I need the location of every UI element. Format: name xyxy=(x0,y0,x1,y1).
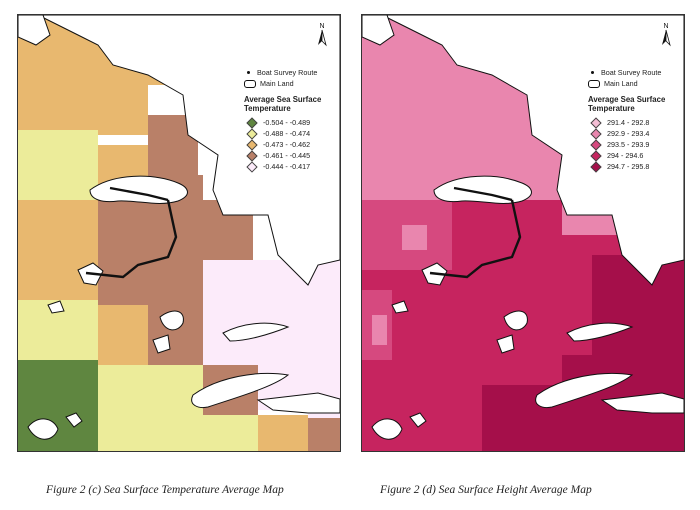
class-swatch xyxy=(590,149,602,162)
ssh-map-panel: N Boat Survey Route Main Land Average Se… xyxy=(361,14,685,452)
svg-text:N: N xyxy=(319,23,324,30)
land-shapes xyxy=(18,15,340,440)
legend-main-land: Main Land xyxy=(588,78,684,89)
class-swatch xyxy=(246,149,258,162)
survey-route-icon xyxy=(247,71,250,74)
class-swatch xyxy=(590,138,602,151)
land-shapes xyxy=(362,15,684,440)
north-arrow-icon: N xyxy=(318,23,327,47)
ssh-map xyxy=(362,15,684,451)
legend-classes: -0.504 - -0.489 -0.488 - -0.474 -0.473 -… xyxy=(244,116,340,173)
legend-survey-route: Boat Survey Route xyxy=(588,67,684,78)
legend-main-land: Main Land xyxy=(244,78,340,89)
legend-class: -0.504 - -0.489 xyxy=(244,116,340,129)
legend-class: -0.461 - -0.445 xyxy=(244,149,340,162)
class-swatch xyxy=(590,160,602,173)
sst-map xyxy=(18,15,340,451)
sst-map-panel: N Boat Survey Route Main Land Average Se… xyxy=(17,14,341,452)
legend-class: 294.7 - 295.8 xyxy=(588,160,684,173)
legend: Boat Survey Route Main Land Average Sea … xyxy=(244,67,340,173)
legend-title: Average Sea Surface Temperature xyxy=(588,95,666,113)
svg-text:N: N xyxy=(663,23,668,30)
legend-classes: 291.4 - 292.8 292.9 - 293.4 293.5 - 293.… xyxy=(588,116,684,173)
main-land-icon xyxy=(244,79,256,88)
main-land-icon xyxy=(588,79,600,88)
boat-survey-route xyxy=(429,186,522,279)
boat-survey-route xyxy=(85,186,178,279)
class-swatch xyxy=(246,116,258,129)
legend-title: Average Sea Surface Temperature xyxy=(244,95,322,113)
legend-class: 291.4 - 292.8 xyxy=(588,116,684,129)
class-swatch xyxy=(246,160,258,173)
north-arrow-icon: N xyxy=(662,23,671,47)
survey-route-icon xyxy=(591,71,594,74)
legend-class: -0.488 - -0.474 xyxy=(244,127,340,140)
class-swatch xyxy=(246,127,258,140)
legend-survey-route: Boat Survey Route xyxy=(244,67,340,78)
class-swatch xyxy=(590,127,602,140)
figure-caption-d: Figure 2 (d) Sea Surface Height Average … xyxy=(380,484,592,496)
class-swatch xyxy=(590,116,602,129)
legend-class: -0.444 - -0.417 xyxy=(244,160,340,173)
legend-class: 294 - 294.6 xyxy=(588,149,684,162)
legend: Boat Survey Route Main Land Average Sea … xyxy=(588,67,684,173)
figure-caption-c: Figure 2 (c) Sea Surface Temperature Ave… xyxy=(46,484,284,496)
legend-class: 293.5 - 293.9 xyxy=(588,138,684,151)
legend-class: -0.473 - -0.462 xyxy=(244,138,340,151)
class-swatch xyxy=(246,138,258,151)
legend-class: 292.9 - 293.4 xyxy=(588,127,684,140)
